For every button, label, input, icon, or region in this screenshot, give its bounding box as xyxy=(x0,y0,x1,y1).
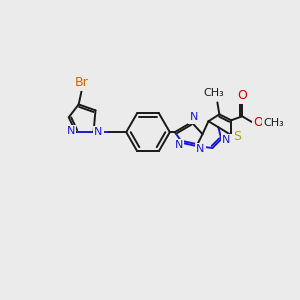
Text: CH₃: CH₃ xyxy=(203,88,224,98)
Text: N: N xyxy=(196,144,205,154)
Text: O: O xyxy=(237,89,247,102)
Text: N: N xyxy=(189,112,198,122)
Text: N: N xyxy=(94,127,103,137)
Text: O: O xyxy=(253,116,263,129)
Text: S: S xyxy=(233,130,241,142)
Text: N: N xyxy=(67,126,75,136)
Text: N: N xyxy=(175,140,183,150)
Text: CH₃: CH₃ xyxy=(263,118,284,128)
Text: N: N xyxy=(222,135,230,145)
Text: Br: Br xyxy=(75,76,88,89)
